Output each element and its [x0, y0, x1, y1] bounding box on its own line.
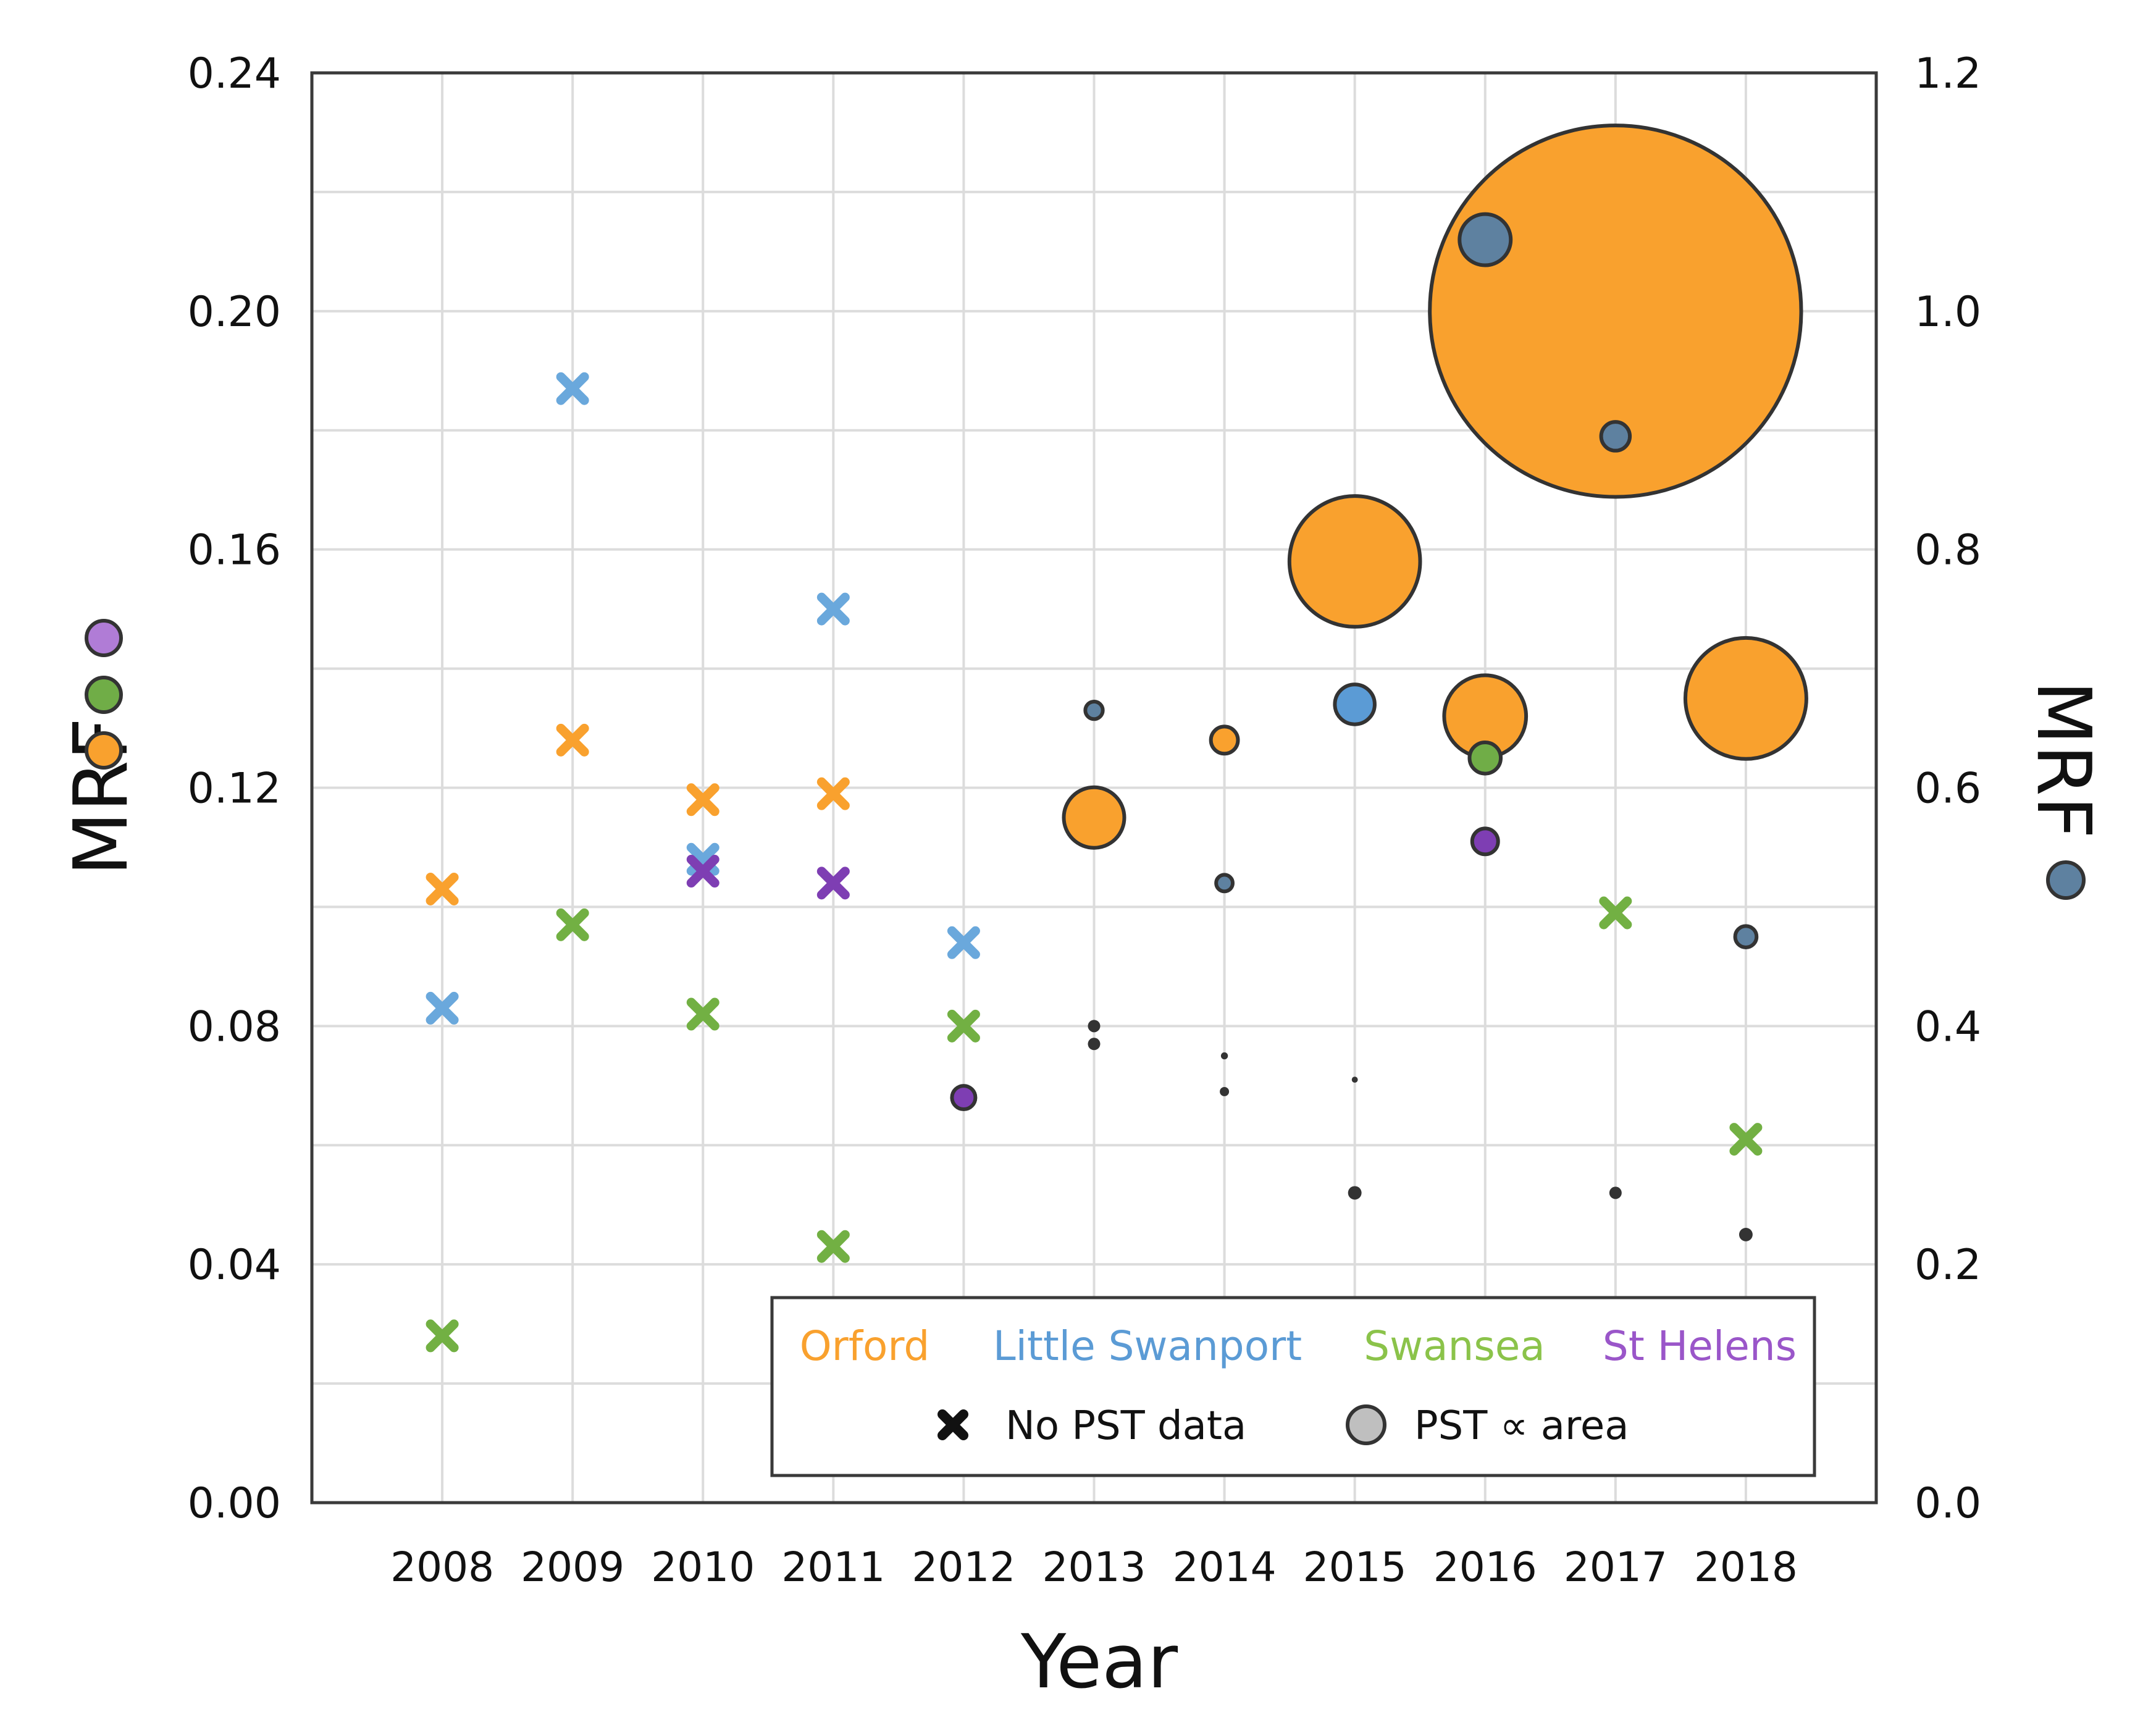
no-pst-point-st_helens-2010 [686, 855, 719, 888]
pst-point-dark-2015 [1348, 1186, 1362, 1200]
y-left-legend-swansea-dot [85, 676, 123, 714]
x-tick-label-2015: 2015 [1303, 1543, 1407, 1591]
no-pst-point-orford-2011 [816, 777, 850, 810]
no-pst-point-st_helens-2011 [816, 867, 850, 900]
data-markers [426, 124, 1808, 1353]
y-left-tick-label: 0.08 [188, 1002, 281, 1051]
pst-point-right_axis-2016 [1458, 212, 1513, 267]
x-tick-label-2011: 2011 [781, 1543, 885, 1591]
legend-no-pst-x-icon [937, 1409, 968, 1440]
y-left-tick-label: 0.24 [188, 49, 281, 98]
x-tick-label-2010: 2010 [651, 1543, 755, 1591]
x-tick-label-2014: 2014 [1173, 1543, 1277, 1591]
x-tick-label-2013: 2013 [1042, 1543, 1146, 1591]
x-tick-label-2008: 2008 [390, 1543, 494, 1591]
no-pst-point-little_swanport-2012 [947, 926, 980, 959]
pst-point-dark-2013 [1088, 1038, 1101, 1051]
y-right-tick-label: 1.2 [1915, 49, 1981, 98]
pst-point-orford-2013 [1062, 785, 1126, 850]
pst-point-st_helens-2012 [950, 1084, 978, 1112]
pst-point-right_axis-2017 [1599, 420, 1632, 453]
pst-point-dark-2018 [1739, 1227, 1753, 1241]
no-pst-point-little_swanport-2008 [426, 991, 459, 1025]
no-pst-point-little_swanport-2009 [556, 372, 589, 405]
pst-point-swansea-2016 [1467, 740, 1503, 776]
y-axis-right-title: MRF [2020, 681, 2106, 839]
no-pst-point-swansea-2011 [816, 1230, 850, 1263]
y-right-tick-label: 0.8 [1915, 526, 1981, 575]
y-right-tick-label: 0.0 [1915, 1479, 1981, 1528]
pst-point-right_axis-2018 [1733, 924, 1759, 949]
no-pst-point-swansea-2008 [426, 1319, 459, 1353]
y-axis-right-ticks: 0.0 0.2 0.4 0.6 0.8 1.0 1.2 [1915, 49, 1981, 1528]
legend-pst-circle-icon [1346, 1404, 1386, 1445]
x-tick-label-2012: 2012 [912, 1543, 1015, 1591]
legend: Orford Little Swanport Swansea St Helens… [770, 1296, 1816, 1477]
y-left-tick-label: 0.16 [188, 526, 281, 575]
no-pst-point-orford-2008 [426, 872, 459, 905]
legend-orford-label: Orford [800, 1322, 930, 1370]
pst-point-dark-2013 [1088, 1020, 1101, 1033]
x-axis-title: Year [1020, 1619, 1178, 1705]
legend-pst-label: PST ∝ area [1414, 1403, 1629, 1449]
y-left-tick-label: 0.00 [188, 1479, 281, 1528]
y-left-legend-orford-dot [85, 731, 123, 770]
x-tick-label-2016: 2016 [1433, 1543, 1537, 1591]
pst-point-orford-2014 [1209, 724, 1240, 756]
no-pst-point-orford-2010 [686, 783, 719, 816]
x-axis-ticks: 2008 2009 2010 2011 2012 2013 2014 2015 2016 2017… [390, 1543, 1798, 1591]
legend-swansea-label: Swansea [1364, 1322, 1545, 1370]
legend-st-helens-label: St Helens [1603, 1322, 1797, 1370]
y-right-tick-label: 0.6 [1915, 765, 1981, 813]
y-right-tick-label: 1.0 [1915, 288, 1981, 337]
x-tick-label-2017: 2017 [1564, 1543, 1667, 1591]
x-tick-label-2018: 2018 [1694, 1543, 1798, 1591]
pst-point-orford-2018 [1683, 636, 1808, 761]
pst-point-orford-2017 [1428, 124, 1803, 499]
no-pst-point-swansea-2009 [556, 908, 589, 941]
no-pst-point-swansea-2012 [947, 1009, 980, 1043]
pst-point-dark-2015 [1351, 1077, 1358, 1083]
pst-point-right_axis-2014 [1214, 873, 1235, 894]
y-right-tick-label: 0.4 [1915, 1002, 1981, 1051]
pst-point-dark-2017 [1609, 1186, 1622, 1199]
no-pst-point-swansea-2010 [686, 997, 719, 1031]
pst-point-orford-2015 [1287, 494, 1422, 629]
y-axis-right-title-group: MRF [2020, 681, 2106, 839]
pst-point-dark-2014 [1220, 1086, 1230, 1096]
y-axis-left-ticks: 0.00 0.04 0.08 0.12 0.16 0.20 0.24 [188, 49, 281, 1528]
y-left-tick-label: 0.20 [188, 288, 281, 337]
pst-point-little_swanport-2015 [1333, 682, 1377, 726]
no-pst-point-swansea-2017 [1599, 896, 1632, 930]
y-right-tick-label: 0.2 [1915, 1241, 1981, 1290]
y-left-tick-label: 0.12 [188, 765, 281, 813]
plot-frame [310, 71, 1878, 1505]
pst-point-st_helens-2016 [1470, 826, 1500, 857]
pst-point-dark-2014 [1220, 1052, 1228, 1060]
y-left-legend-sthelens-dot [85, 619, 123, 657]
pst-point-right_axis-2013 [1083, 699, 1105, 721]
y-right-legend-dot [2046, 860, 2086, 900]
x-tick-label-2009: 2009 [521, 1543, 624, 1591]
legend-box [770, 1296, 1816, 1477]
no-pst-point-swansea-2018 [1729, 1123, 1763, 1156]
legend-no-pst-label: No PST data [1005, 1403, 1246, 1449]
no-pst-point-orford-2009 [556, 723, 589, 757]
no-pst-point-little_swanport-2011 [816, 592, 850, 626]
legend-little-swanport-label: Little Swanport [993, 1322, 1302, 1370]
y-left-tick-label: 0.04 [188, 1241, 281, 1290]
